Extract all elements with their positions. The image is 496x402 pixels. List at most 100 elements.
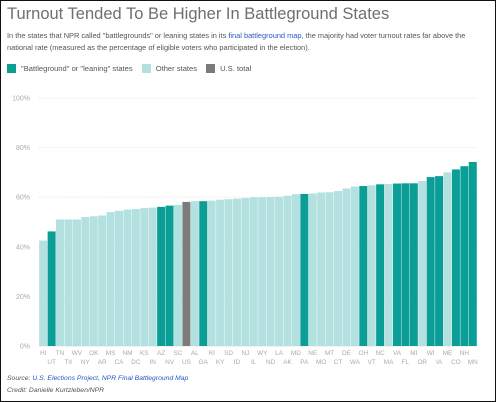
legend-swatch-other (141, 63, 151, 73)
x-tick-label: NJ (241, 350, 249, 357)
bar-ky (216, 199, 225, 346)
bar-pa (300, 193, 309, 346)
x-tick-label: AL (191, 350, 199, 357)
bar-ak (283, 195, 292, 346)
bar-ny (81, 217, 90, 346)
bar-id (232, 198, 241, 346)
bar-tx (64, 219, 73, 346)
x-tick-label: MO (316, 359, 326, 366)
x-tick-label: MS (106, 350, 116, 357)
x-tick-label: MT (325, 350, 334, 357)
bar-mo (317, 192, 326, 346)
bar-us (182, 201, 191, 346)
legend-label-battleground: "Battleground" or "leaning" states (21, 63, 133, 73)
y-tick-label: 40% (16, 244, 30, 251)
bar-ks (140, 208, 149, 346)
bar-va (392, 183, 401, 346)
x-tick-label: OH (358, 350, 368, 357)
y-tick-label: 100% (12, 96, 30, 103)
bar-wi (426, 177, 435, 346)
x-tick-label: CT (334, 359, 343, 366)
x-tick-label: DC (131, 359, 141, 366)
x-tick-label: NC (376, 350, 386, 357)
bar-la (275, 196, 284, 346)
x-tick-label: CA (115, 359, 125, 366)
x-tick-label: MA (384, 359, 394, 366)
chart-source: Source: U.S. Elections Project, NPR Fina… (7, 375, 188, 382)
bar-ct (334, 191, 343, 346)
bar-ne (308, 193, 317, 346)
legend-label-us-total: U.S. total (220, 63, 252, 73)
bar-oh (359, 186, 368, 346)
x-tick-label: FL (402, 359, 410, 366)
chart-subtitle: In the states that NPR called "battlegro… (7, 30, 489, 54)
x-tick-label: WA (350, 359, 361, 366)
bar-mn (468, 161, 477, 346)
chart-legend: "Battleground" or "leaning" states Other… (7, 61, 260, 75)
bar-hi (39, 240, 48, 346)
bar-nm (123, 209, 132, 346)
x-tick-label: NV (165, 359, 175, 366)
y-tick-label: 0% (20, 344, 30, 351)
subtitle-text-before: In the states that NPR called "battlegro… (7, 31, 229, 40)
bar-tn (56, 219, 65, 346)
x-tick-label: VA (393, 350, 402, 357)
bar-vt (367, 185, 376, 346)
source-links[interactable]: U.S. Elections Project, NPR Final Battle… (32, 375, 189, 382)
battleground-map-link[interactable]: final battleground map (228, 31, 302, 40)
x-tick-label: PA (300, 359, 309, 366)
x-tick-label: ND (266, 359, 276, 366)
bar-de (342, 188, 351, 346)
x-tick-label: NE (308, 350, 317, 357)
bar-wv (72, 219, 81, 346)
legend-item-battleground: "Battleground" or "leaning" states (7, 63, 133, 73)
bar-al (190, 201, 199, 346)
y-tick-label: 80% (16, 145, 30, 152)
x-tick-label: KS (140, 350, 149, 357)
x-tick-label: IA (436, 359, 443, 366)
x-tick-label: UT (47, 359, 56, 366)
bar-ri (207, 200, 216, 346)
bar-sc (173, 204, 182, 346)
x-tick-label: VT (368, 359, 376, 366)
x-tick-label: MN (468, 359, 478, 366)
bar-ut (47, 231, 56, 346)
bar-fl (401, 183, 410, 346)
x-tick-label: US (182, 359, 191, 366)
x-tick-label: ME (443, 350, 453, 357)
x-tick-label: SC (174, 350, 183, 357)
bar-co (451, 169, 460, 346)
bar-ms (106, 212, 115, 346)
x-tick-label: OR (417, 359, 427, 366)
legend-swatch-us-total (206, 63, 216, 73)
x-tick-label: DE (342, 350, 351, 357)
page-title: Turnout Tended To Be Higher In Battlegro… (7, 5, 390, 23)
x-tick-label: WY (257, 350, 268, 357)
legend-label-other: Other states (155, 63, 198, 73)
x-tick-label: ID (234, 359, 241, 366)
subtitle-text-after: , the majority had voter turnout rates f… (7, 31, 466, 52)
source-label: Source: (7, 375, 33, 382)
x-tick-label: TN (56, 350, 65, 357)
x-tick-label: NM (122, 350, 132, 357)
x-tick-label: AK (283, 359, 292, 366)
bar-ia (435, 176, 444, 346)
y-tick-label: 60% (16, 195, 30, 202)
x-tick-label: IL (251, 359, 257, 366)
legend-swatch-battleground (7, 63, 16, 73)
x-tick-label: NH (460, 350, 470, 357)
bar-nv (165, 205, 174, 346)
bar-dc (131, 209, 140, 346)
x-tick-label: GA (199, 359, 209, 366)
y-tick-label: 20% (16, 294, 30, 301)
x-tick-label: LA (275, 350, 284, 357)
x-tick-label: KY (216, 359, 225, 366)
x-tick-label: OK (89, 350, 99, 357)
bar-ga (199, 201, 208, 346)
bar-wa (350, 186, 359, 346)
x-tick-label: NY (81, 359, 91, 366)
legend-item-other: Other states (141, 63, 198, 73)
bar-nh (460, 166, 469, 346)
